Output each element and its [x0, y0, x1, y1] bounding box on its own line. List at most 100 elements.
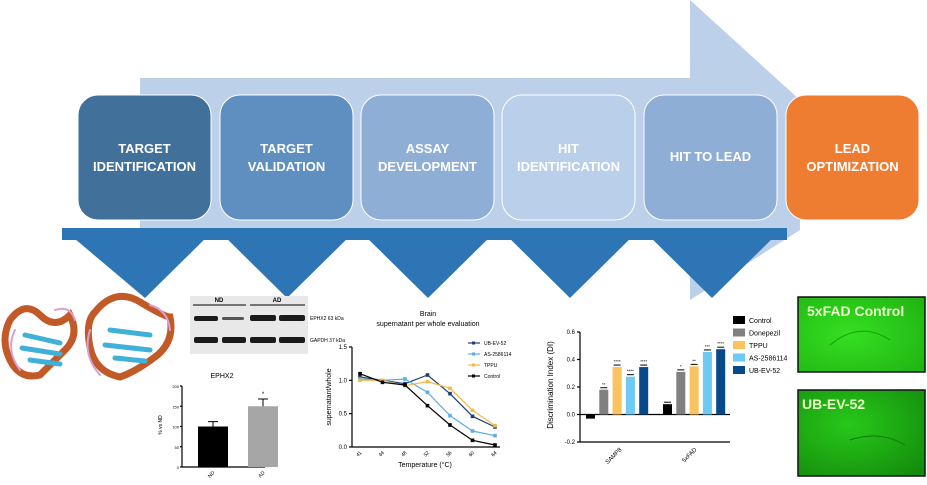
stage-box	[77, 94, 212, 221]
bar-tppu-samp8	[612, 367, 622, 415]
legend-label: Donepezil	[749, 331, 781, 338]
y-tick-label: -0.2	[565, 440, 576, 446]
bar-donepezil-samp8	[599, 389, 609, 415]
chevron-band	[62, 228, 787, 298]
data-point	[425, 390, 430, 395]
blot-group-nd: ND	[215, 298, 224, 304]
bar-nd	[198, 426, 228, 467]
stage-box	[785, 94, 920, 221]
y-tick-label: 0.4	[567, 358, 576, 364]
blot-band-ephx2: EPHX2 63 kDa	[310, 316, 344, 322]
legend-label: Control	[749, 318, 772, 325]
stage-box	[501, 94, 636, 221]
chevron-1	[62, 228, 216, 298]
legend-label: UB-EV-52	[484, 341, 506, 347]
significance-label: *	[262, 392, 265, 398]
significance-label: ***	[705, 344, 711, 349]
chevron-2	[216, 228, 358, 298]
stage-1: TARGET IDENTIFICATION	[77, 94, 212, 221]
bar-control-5xfad	[663, 404, 672, 415]
x-tick-label: 44	[378, 450, 386, 458]
stage-4: HIT IDENTIFICATION	[501, 94, 636, 221]
stage-label-line1: TARGET	[260, 141, 313, 156]
y-axis-label: % vs ND	[158, 415, 164, 435]
data-point	[448, 413, 452, 418]
legend-label: UB-EV-52	[749, 368, 780, 375]
stage-6: LEAD OPTIMIZATION	[785, 94, 920, 221]
legend-label: AS-2586114	[749, 356, 788, 363]
series-line-control	[359, 373, 496, 446]
bar-as-2586114-5xfad	[702, 351, 712, 415]
bar-as-2586114-samp8	[625, 376, 635, 415]
ephx2-bar-chart: EPHX2 % vs ND 0 50 100 150 200 ND * AD	[158, 373, 278, 480]
legend-swatch	[733, 366, 745, 374]
y-axis-label: supernatant/whole	[326, 368, 333, 425]
data-point	[448, 391, 452, 396]
stage-3: ASSAY DEVELOPMENT	[360, 94, 495, 221]
data-point	[358, 375, 362, 379]
x-tick-label: 48	[400, 450, 408, 458]
stage-label-line1: ASSAY	[406, 141, 450, 156]
legend-swatch	[733, 328, 745, 337]
data-point	[425, 403, 430, 408]
bar-donepezil-5xfad	[676, 371, 686, 415]
y-tick-label: 50	[175, 445, 180, 450]
stage-label-line2: OPTIMIZATION	[806, 159, 898, 174]
significance-label: ****	[717, 341, 724, 346]
stage-5: HIT TO LEAD	[643, 94, 778, 221]
legend-swatch	[733, 353, 745, 362]
stage-label-line2: IDENTIFICATION	[517, 159, 620, 174]
stage-2: TARGET VALIDATION	[219, 94, 354, 221]
x-tick-label: AD	[257, 470, 266, 479]
legend-label: AS-2586114	[484, 352, 512, 358]
chart-title: EPHX2	[211, 373, 234, 380]
discrimination-index-bar-chart: Discrimination Index (DI) -0.2 0.0 0.2 0.4 0…	[546, 316, 788, 466]
data-point	[380, 380, 385, 385]
chevron-5	[641, 228, 783, 298]
western-blot: ND AD EPHX2 63 kDa GAPDH 37 kDa	[190, 296, 345, 354]
error-bar	[208, 421, 218, 427]
significance-label: **	[602, 382, 606, 387]
x-tick-label: 5xFAD	[681, 447, 698, 464]
error-bar	[258, 398, 268, 407]
data-point	[380, 378, 385, 383]
significance-label: **	[692, 358, 696, 363]
series-line-tppu	[360, 379, 496, 427]
data-point	[470, 414, 475, 419]
legend-label: TPPU	[749, 343, 768, 350]
stage-label: HIT TO LEAD	[670, 149, 751, 164]
stage-box	[360, 94, 495, 221]
legend-swatch	[733, 341, 745, 349]
legend-swatch	[733, 316, 745, 324]
significance-label: *	[680, 364, 682, 369]
y-tick-label: 1.0	[339, 378, 348, 384]
protein-structure-image	[1, 292, 175, 381]
legend-label: Control	[484, 374, 500, 380]
y-tick-label: 200	[172, 384, 179, 389]
stage-label-line2: IDENTIFICATION	[93, 159, 196, 174]
data-point	[448, 423, 452, 427]
stage-label-line1: LEAD	[835, 141, 870, 156]
legend-marker	[472, 341, 475, 345]
legend-marker	[472, 363, 475, 367]
y-tick-label: 0.0	[567, 413, 576, 419]
significance-label: ****	[640, 359, 647, 364]
bar-tppu-5xfad	[689, 366, 699, 415]
data-point	[493, 443, 497, 447]
legend-label: TPPU	[484, 363, 498, 369]
chart-title: Brain	[420, 311, 436, 318]
data-point	[448, 386, 452, 391]
x-tick-label: 41	[355, 450, 363, 458]
data-point	[470, 408, 475, 413]
y-tick-label: 0.6	[567, 330, 576, 336]
data-point	[493, 433, 497, 438]
y-axis-label: Discrimination Index (DI)	[546, 341, 555, 429]
legend-marker	[472, 352, 475, 356]
x-axis-label: Temperature (°C)	[398, 461, 452, 469]
data-point	[493, 423, 497, 428]
x-tick-label: 60	[468, 450, 476, 458]
stage-box	[643, 94, 778, 221]
y-tick-label: 0	[177, 465, 180, 470]
x-tick-label: ND	[207, 470, 217, 480]
